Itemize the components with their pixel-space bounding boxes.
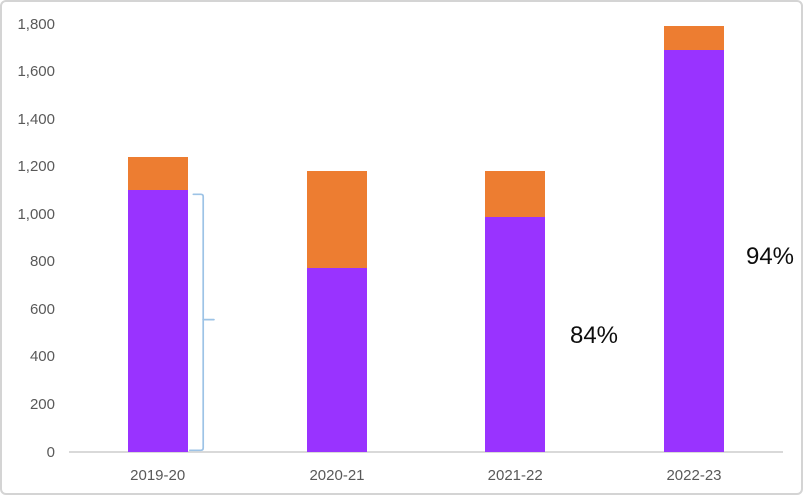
y-axis-tick-label: 200 — [29, 395, 55, 413]
bar-segment-bottom — [307, 267, 367, 452]
y-axis-tick-label: 1,600 — [17, 63, 55, 81]
y-axis-tick-label: 1,000 — [17, 205, 55, 223]
y-axis-tick-label: 600 — [29, 300, 55, 318]
x-axis-category-label: 2021-22 — [487, 467, 543, 484]
x-axis-category-label: 2022-23 — [666, 467, 722, 484]
bar-segment-top — [127, 157, 188, 191]
bar-segment-top — [485, 171, 546, 217]
x-axis-line — [69, 451, 783, 453]
x-axis-category-label: 2019-20 — [130, 467, 186, 484]
y-axis-tick-label: 0 — [46, 443, 55, 461]
y-axis-tick-label: 1,400 — [17, 110, 55, 128]
bar-segment-bottom — [664, 50, 724, 452]
bar-segment-bottom — [127, 190, 188, 452]
bar-segment-top — [664, 26, 724, 51]
x-axis-category-label: 2020-21 — [309, 467, 365, 484]
y-axis-tick-label: 1,800 — [17, 15, 55, 33]
bar-segment-top — [307, 171, 367, 268]
percent-label-84: 84% — [569, 322, 619, 349]
bar-segment-bottom — [485, 216, 546, 452]
percent-label-94: 94% — [745, 243, 795, 270]
y-axis-tick-label: 400 — [29, 348, 55, 366]
y-axis-tick-label: 1,200 — [17, 158, 55, 176]
y-axis-tick-label: 800 — [29, 253, 55, 271]
